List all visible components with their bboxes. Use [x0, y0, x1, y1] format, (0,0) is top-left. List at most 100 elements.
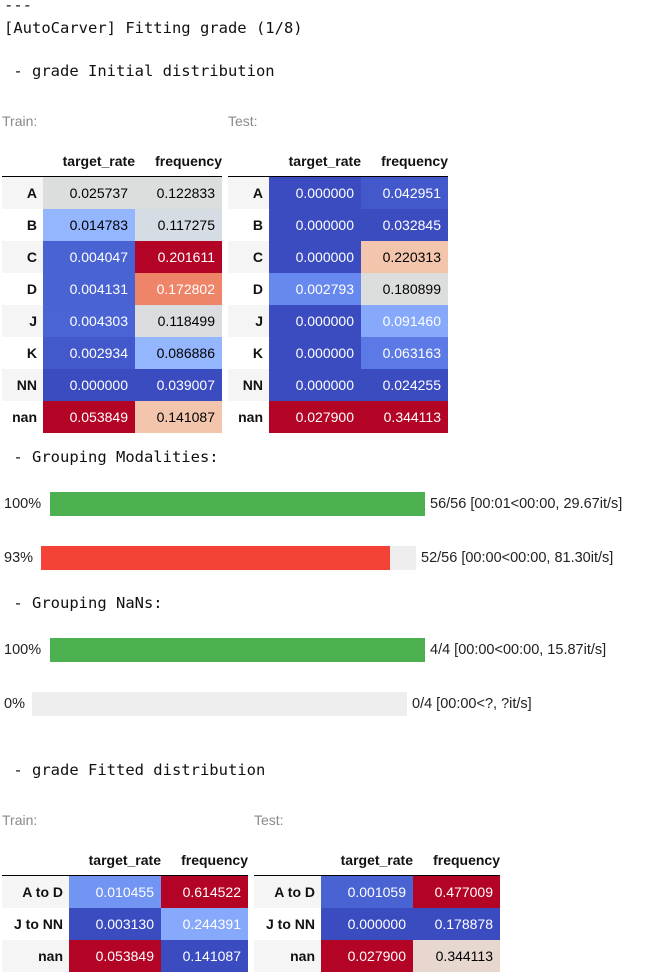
row-label: C [228, 241, 269, 273]
column-header-frequency: frequency [413, 845, 500, 876]
progress-status: 4/4 [00:00<00:00, 15.87it/s] [430, 642, 607, 658]
row-label: A [2, 176, 43, 209]
column-header-target-rate: target_rate [69, 845, 161, 876]
row-label: C [2, 241, 43, 273]
target-rate-cell: 0.014783 [43, 209, 135, 241]
progress-bar [32, 692, 407, 716]
index-header [2, 146, 43, 177]
row-label: J [228, 305, 269, 337]
frequency-cell: 0.141087 [161, 940, 248, 972]
frequency-cell: 0.117275 [135, 209, 222, 241]
train-caption: Train: [2, 812, 38, 828]
progress-bar [50, 638, 425, 662]
table-row: K 0.000000 0.063163 [228, 337, 448, 369]
test-caption: Test: [254, 812, 284, 828]
row-label: J to NN [254, 908, 321, 940]
row-label: K [2, 337, 43, 369]
progress-bar [50, 492, 425, 516]
table-row: A 0.025737 0.122833 [2, 176, 222, 209]
row-label: D [2, 273, 43, 305]
initial-test-table: target_rate frequency A 0.000000 0.042951 B… [228, 146, 448, 433]
row-label: nan [2, 940, 69, 972]
table-row: A to D 0.001059 0.477009 [254, 875, 500, 908]
fitted-test-table: target_rate frequency A to D 0.001059 0.47… [254, 845, 500, 972]
fitted-train-table: target_rate frequency A to D 0.010455 0.61… [2, 845, 248, 972]
row-label: nan [2, 401, 43, 433]
target-rate-cell: 0.002934 [43, 337, 135, 369]
train-caption: Train: [2, 113, 38, 129]
frequency-cell: 0.118499 [135, 305, 222, 337]
progress-percent: 93% [4, 550, 34, 566]
column-header-frequency: frequency [135, 146, 222, 177]
table-row: A to D 0.010455 0.614522 [2, 875, 248, 908]
column-header-target-rate: target_rate [269, 146, 361, 177]
row-label: D [228, 273, 269, 305]
initial-train-table: target_rate frequency A 0.025737 0.122833 B… [2, 146, 222, 433]
frequency-cell: 0.063163 [361, 337, 448, 369]
frequency-cell: 0.244391 [161, 908, 248, 940]
table-row: nan 0.027900 0.344113 [228, 401, 448, 433]
target-rate-cell: 0.000000 [269, 209, 361, 241]
table-row: J 0.004303 0.118499 [2, 305, 222, 337]
progress-fill [50, 492, 425, 516]
target-rate-cell: 0.002793 [269, 273, 361, 305]
table-row: J to NN 0.000000 0.178878 [254, 908, 500, 940]
section-initial-distribution: - grade Initial distribution [4, 62, 275, 80]
progress-status: 52/56 [00:00<00:00, 81.30it/s] [421, 550, 614, 566]
test-caption: Test: [228, 113, 258, 129]
column-header-target-rate: target_rate [321, 845, 413, 876]
frequency-cell: 0.122833 [135, 176, 222, 209]
table-row: B 0.014783 0.117275 [2, 209, 222, 241]
section-grouping-modalities: - Grouping Modalities: [4, 448, 219, 466]
frequency-cell: 0.344113 [413, 940, 500, 972]
row-label: K [228, 337, 269, 369]
target-rate-cell: 0.000000 [269, 337, 361, 369]
table-row: D 0.002793 0.180899 [228, 273, 448, 305]
table-row: B 0.000000 0.032845 [228, 209, 448, 241]
target-rate-cell: 0.001059 [321, 875, 413, 908]
row-label: A to D [2, 875, 69, 908]
frequency-cell: 0.086886 [135, 337, 222, 369]
progress-fill [50, 638, 425, 662]
target-rate-cell: 0.000000 [321, 908, 413, 940]
target-rate-cell: 0.004131 [43, 273, 135, 305]
progress-percent: 100% [4, 496, 42, 512]
table-row: NN 0.000000 0.024255 [228, 369, 448, 401]
target-rate-cell: 0.000000 [269, 305, 361, 337]
target-rate-cell: 0.027900 [321, 940, 413, 972]
table-row: K 0.002934 0.086886 [2, 337, 222, 369]
section-grouping-nans: - Grouping NaNs: [4, 594, 163, 612]
row-label: A to D [254, 875, 321, 908]
index-header [2, 845, 69, 876]
progress-percent: 100% [4, 642, 42, 658]
frequency-cell: 0.039007 [135, 369, 222, 401]
progress-bar [41, 546, 416, 570]
table-row: nan 0.027900 0.344113 [254, 940, 500, 972]
target-rate-cell: 0.010455 [69, 875, 161, 908]
fitting-title: [AutoCarver] Fitting grade (1/8) [4, 19, 303, 37]
column-header-frequency: frequency [361, 146, 448, 177]
row-label: A [228, 176, 269, 209]
row-label: J [2, 305, 43, 337]
target-rate-cell: 0.053849 [43, 401, 135, 433]
progress-status: 0/4 [00:00<?, ?it/s] [412, 696, 532, 712]
table-row: C 0.000000 0.220313 [228, 241, 448, 273]
target-rate-cell: 0.004303 [43, 305, 135, 337]
progress-fill [41, 546, 390, 570]
column-header-target-rate: target_rate [43, 146, 135, 177]
table-row: NN 0.000000 0.039007 [2, 369, 222, 401]
frequency-cell: 0.180899 [361, 273, 448, 305]
frequency-cell: 0.614522 [161, 875, 248, 908]
target-rate-cell: 0.000000 [269, 369, 361, 401]
table-row: J to NN 0.003130 0.244391 [2, 908, 248, 940]
target-rate-cell: 0.025737 [43, 176, 135, 209]
table-row: D 0.004131 0.172802 [2, 273, 222, 305]
separator-line: --- [4, 0, 32, 14]
row-label: NN [2, 369, 43, 401]
frequency-cell: 0.201611 [135, 241, 222, 273]
frequency-cell: 0.220313 [361, 241, 448, 273]
table-row: nan 0.053849 0.141087 [2, 940, 248, 972]
table-row: nan 0.053849 0.141087 [2, 401, 222, 433]
row-label: nan [228, 401, 269, 433]
frequency-cell: 0.477009 [413, 875, 500, 908]
